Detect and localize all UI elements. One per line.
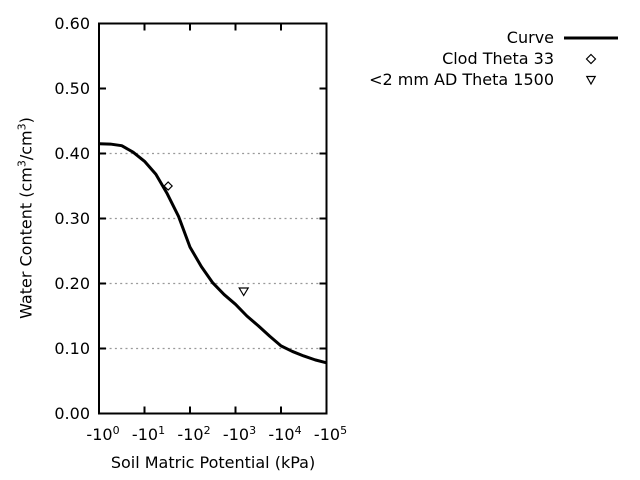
x-tick-exponent: 0 xyxy=(112,424,120,437)
x-tick-label: -102 xyxy=(177,424,211,447)
x-tick-label: -104 xyxy=(268,424,302,447)
y-tick-label: 0.20 xyxy=(54,273,90,293)
x-tick-label: -105 xyxy=(313,424,348,447)
x-tick-base: -10 xyxy=(268,425,295,444)
y-tick-label: 0.00 xyxy=(54,403,90,423)
legend-label-2mm-ad-theta-1500: <2 mm AD Theta 1500 xyxy=(369,70,554,89)
y-axis-title-text: /cm xyxy=(16,130,36,161)
x-tick-base: -10 xyxy=(313,425,341,444)
x-tick-base: -10 xyxy=(177,425,204,444)
data-point-triangle-down xyxy=(238,287,250,297)
x-tick-exponent: 4 xyxy=(294,424,302,437)
data-point-diamond xyxy=(163,181,174,191)
x-axis-title: Soil Matric Potential (kPa) xyxy=(110,453,316,472)
y-tick-label: 0.60 xyxy=(54,13,90,33)
legend-label-clod-theta-33: Clod Theta 33 xyxy=(442,49,554,68)
legend: Curve Clod Theta 33 <2 mm AD Theta 1500 xyxy=(369,27,622,90)
y-tick-label: 0.10 xyxy=(54,338,90,358)
y-tick-label: 0.50 xyxy=(54,78,90,98)
y-tick-label: 0.30 xyxy=(54,208,90,228)
x-tick-label: -100 xyxy=(86,424,120,447)
legend-row-curve: Curve xyxy=(369,27,622,48)
x-tick-exponent: 2 xyxy=(203,424,211,437)
legend-row-2mm-ad-theta-1500: <2 mm AD Theta 1500 xyxy=(369,69,622,90)
x-tick-exponent: 5 xyxy=(340,424,348,437)
x-tick-base: -10 xyxy=(131,425,159,444)
x-tick-base: -10 xyxy=(222,425,250,444)
y-tick-label: 0.40 xyxy=(54,143,90,163)
x-tick-exponent: 3 xyxy=(249,424,257,437)
y-axis-title-superscript: 3 xyxy=(15,123,29,131)
legend-label-curve: Curve xyxy=(506,28,554,47)
y-axis-title: Water Content (cm3/cm3) xyxy=(15,117,36,319)
legend-line-sample-icon xyxy=(560,34,622,42)
x-tick-base: -10 xyxy=(86,425,113,444)
x-tick-label: -103 xyxy=(222,424,257,447)
y-axis-title-superscript: 3 xyxy=(15,160,29,168)
x-tick-exponent: 1 xyxy=(158,424,166,437)
x-tick-label: -101 xyxy=(131,424,166,447)
retention-curve xyxy=(98,142,327,365)
legend-row-clod-theta-33: Clod Theta 33 xyxy=(369,48,622,69)
plot-border xyxy=(98,22,328,415)
legend-diamond-marker-icon xyxy=(560,53,622,65)
legend-triangle-down-marker-icon xyxy=(560,74,622,86)
y-axis-title-text: Water Content (cm xyxy=(16,167,36,319)
